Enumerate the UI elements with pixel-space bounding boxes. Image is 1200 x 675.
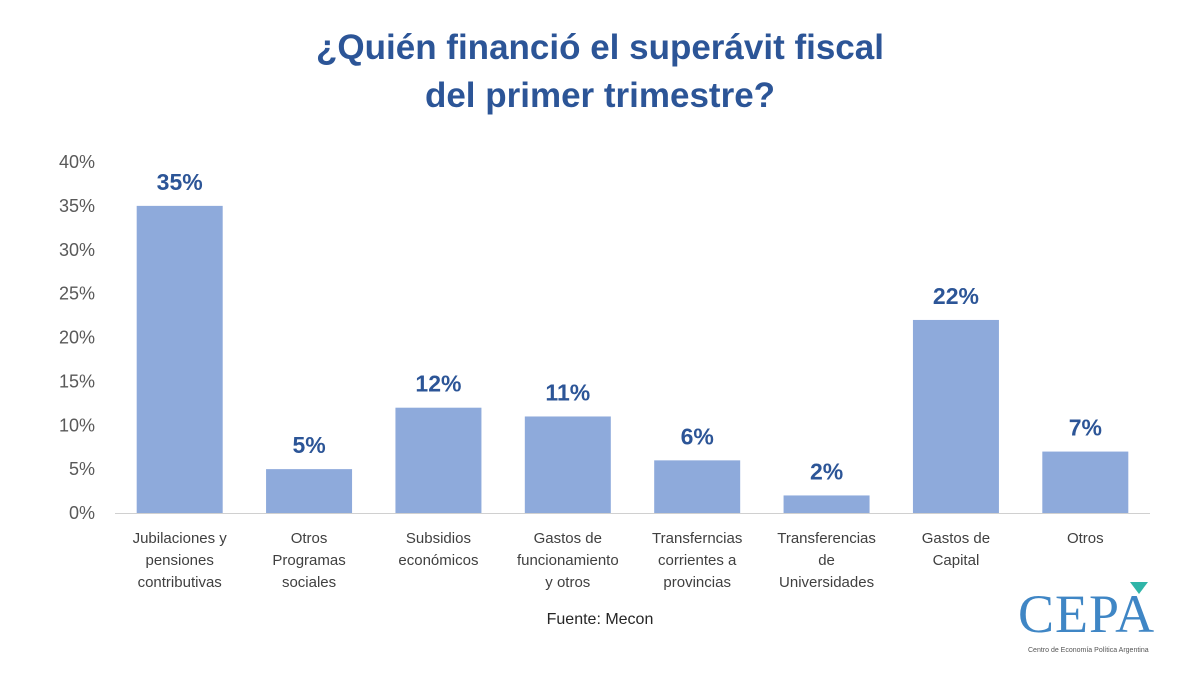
cepa-logo: CEPA Centro de Economía Política Argenti…	[1010, 580, 1170, 660]
category-label: Transferncias	[652, 530, 742, 547]
category-label: Universidades	[779, 574, 874, 591]
y-tick-label: 10%	[59, 415, 95, 435]
category-label: pensiones	[145, 552, 213, 569]
category-label: Capital	[933, 552, 980, 569]
category-label: contributivas	[138, 574, 222, 591]
data-label: 35%	[157, 169, 203, 195]
category-label: de	[818, 552, 835, 569]
category-label: provincias	[663, 574, 731, 591]
bar	[783, 495, 870, 513]
bar	[136, 205, 223, 513]
y-tick-label: 25%	[59, 284, 95, 304]
category-label: y otros	[545, 574, 590, 591]
source-note: Fuente: Mecon	[546, 611, 654, 628]
bar-chart: 0% 5% 10% 15% 20% 25% 30% 35% 40% 35% Jubilaciones…	[59, 152, 1150, 591]
bar	[395, 407, 482, 513]
data-label: 12%	[415, 371, 461, 397]
category-label: Programas	[272, 552, 345, 569]
category-label: Transferencias	[777, 530, 876, 547]
data-label: 2%	[810, 458, 843, 484]
y-tick-label: 40%	[59, 152, 95, 172]
data-label: 5%	[292, 432, 325, 458]
category-label: Gastos de	[534, 530, 602, 547]
category-label: funcionamiento	[517, 552, 619, 569]
category-label: Jubilaciones y	[133, 530, 228, 547]
category-label: Otros	[1067, 530, 1104, 547]
chart-title-line-2: del primer trimestre?	[424, 76, 776, 115]
data-label: 7%	[1069, 415, 1102, 441]
category-label: Subsidios	[406, 530, 471, 547]
y-tick-label: 35%	[59, 196, 95, 216]
logo-wordmark: CEPA	[1018, 584, 1156, 644]
category-label: corrientes a	[658, 552, 737, 569]
y-tick-label: 15%	[59, 371, 95, 391]
y-tick-label: 30%	[59, 240, 95, 260]
y-tick-label: 20%	[59, 328, 95, 348]
logo-subtitle: Centro de Economía Política Argentina	[1028, 647, 1149, 654]
bar	[654, 460, 741, 513]
data-label: 22%	[933, 283, 979, 309]
category-label: sociales	[282, 574, 336, 591]
y-tick-label: 5%	[69, 459, 95, 479]
data-label: 6%	[681, 423, 714, 449]
bar	[1042, 451, 1129, 513]
category-label: Otros	[291, 530, 328, 547]
bar	[266, 469, 353, 513]
data-label: 11%	[545, 379, 590, 405]
chart-title-line-1: ¿Quién financió el superávit fiscal	[316, 28, 884, 67]
logo-accent-icon	[1130, 582, 1148, 594]
bar	[912, 319, 999, 513]
category-label: económicos	[398, 552, 478, 569]
category-label: Gastos de	[922, 530, 990, 547]
chart-title: ¿Quién financió el superávit fiscal del …	[0, 24, 1200, 120]
bar	[524, 416, 611, 513]
y-tick-label: 0%	[69, 503, 95, 523]
